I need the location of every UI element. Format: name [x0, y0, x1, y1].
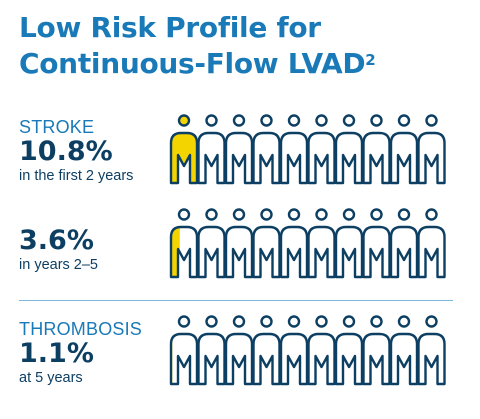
person-icon	[197, 114, 226, 185]
person-icon	[389, 315, 419, 386]
title-footnote-marker: 2	[365, 51, 376, 69]
page-title: Low Risk Profile for Continuous-Flow LVA…	[19, 10, 376, 82]
thrombosis-figures	[169, 315, 446, 386]
person-icon	[279, 315, 309, 386]
person-icon	[197, 208, 226, 279]
stroke-first-2-years-figures	[169, 114, 446, 185]
person-icon	[169, 114, 199, 185]
person-icon	[279, 208, 309, 279]
person-icon	[197, 315, 226, 386]
title-line-2: Continuous-Flow LVAD	[19, 47, 366, 80]
person-icon	[169, 208, 199, 279]
person-icon	[362, 208, 391, 279]
section-divider	[19, 300, 453, 301]
person-highlight	[171, 133, 197, 183]
person-icon	[224, 114, 254, 185]
stroke-later-period: in years 2–5	[19, 257, 98, 273]
stroke-later-value: 3.6%	[19, 225, 94, 256]
person-icon	[417, 208, 446, 279]
title-line-1: Low Risk Profile for	[19, 11, 321, 44]
person-icon	[334, 315, 364, 386]
thrombosis-value: 1.1%	[19, 338, 94, 369]
thrombosis-period: at 5 years	[19, 370, 83, 386]
person-icon	[362, 315, 391, 386]
person-icon	[307, 315, 336, 386]
stroke-years-2-5-figures	[169, 208, 446, 279]
person-icon	[252, 208, 281, 279]
stroke-years-2-5-stat: 3.6% in years 2–5	[19, 226, 98, 274]
person-icon	[362, 114, 391, 185]
person-icon	[224, 208, 254, 279]
stroke-label: STROKE	[19, 117, 95, 137]
thrombosis-label: THROMBOSIS	[19, 319, 143, 339]
person-icon	[417, 114, 446, 185]
person-icon	[334, 208, 364, 279]
person-icon	[252, 315, 281, 386]
stroke-first-2-years-stat: STROKE 10.8% in the first 2 years	[19, 117, 133, 185]
person-icon	[224, 315, 254, 386]
person-icon	[389, 208, 419, 279]
person-icon	[307, 114, 336, 185]
stroke-value: 10.8%	[19, 136, 113, 167]
person-icon	[307, 208, 336, 279]
person-icon	[417, 315, 446, 386]
person-icon	[334, 114, 364, 185]
person-icon	[279, 114, 309, 185]
stroke-period: in the first 2 years	[19, 168, 134, 184]
person-icon	[252, 114, 281, 185]
thrombosis-stat: THROMBOSIS 1.1% at 5 years	[19, 319, 142, 387]
person-icon	[169, 315, 199, 386]
person-icon	[389, 114, 419, 185]
